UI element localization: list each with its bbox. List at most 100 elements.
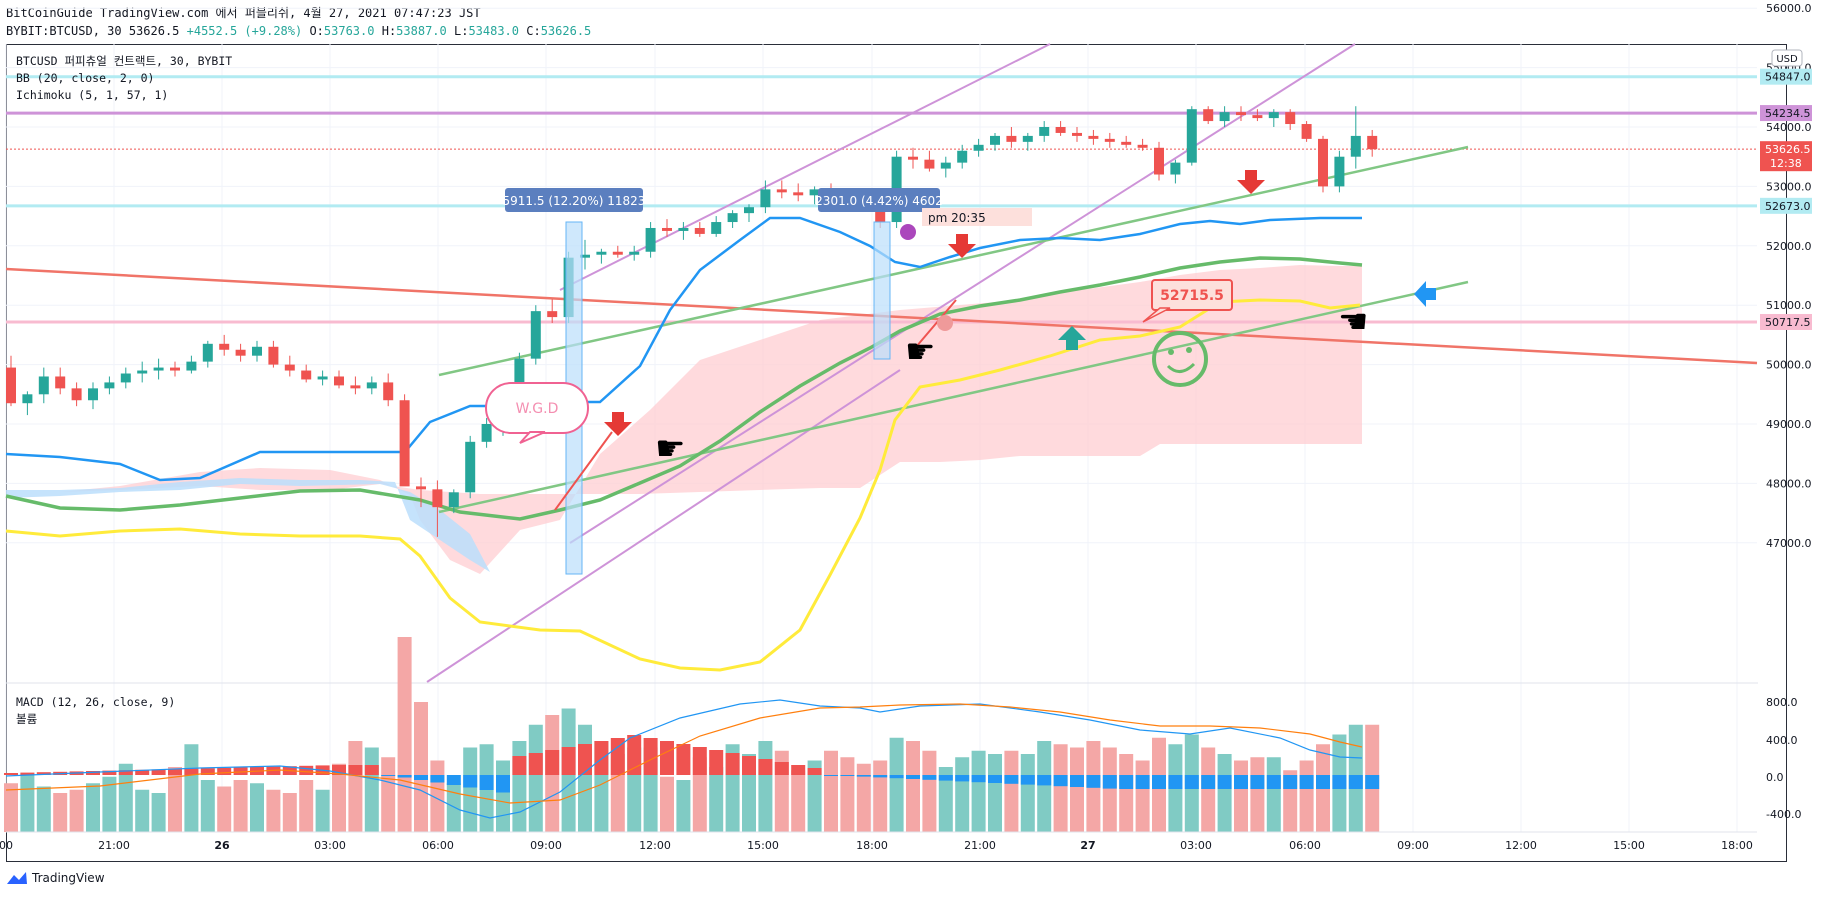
volume-bar	[528, 724, 543, 832]
macd-hist-bar	[1053, 775, 1068, 787]
currency-badge	[1771, 49, 1803, 67]
macd-hist-bar	[463, 775, 478, 788]
candle-body	[1318, 138, 1328, 187]
candle-body	[55, 376, 66, 389]
candle-body	[202, 343, 213, 362]
macd-tick-label: -400.0	[1766, 808, 1801, 821]
time-tick-label: 26	[214, 839, 230, 852]
price-level-label: 54234.5	[1765, 107, 1811, 120]
volume-bar	[348, 741, 363, 832]
time-tick-label: 15:00	[1613, 839, 1645, 852]
volume-bar	[20, 773, 35, 832]
candle-body	[120, 373, 131, 383]
volume-bar	[446, 783, 461, 832]
macd-hist-bar	[364, 765, 379, 775]
volume-bar	[1020, 754, 1035, 832]
macd-hist-bar	[397, 775, 412, 778]
candle-body	[1252, 115, 1263, 119]
macd-hist-bar	[889, 775, 904, 779]
candle-body	[809, 189, 820, 196]
macd-hist-bar	[1365, 775, 1380, 789]
macd-hist-bar	[955, 775, 970, 782]
volume-bar	[512, 741, 527, 832]
volume-bar	[151, 793, 166, 832]
candle-body	[1350, 135, 1361, 157]
macd-hist-bar	[348, 765, 363, 775]
price-level-label: 52673.0	[1765, 200, 1811, 213]
macd-hist-bar	[1102, 775, 1117, 789]
open-value: 53763.0	[323, 24, 375, 38]
macd-hist-bar	[856, 775, 871, 777]
measure-label-1: 5911.5 (12.20%) 11823	[503, 194, 646, 208]
volume-bar	[36, 786, 51, 832]
candle-body	[1268, 112, 1279, 119]
macd-hist-bar	[971, 775, 986, 783]
tradingview-footer[interactable]: TradingView	[6, 868, 105, 888]
macd-hist-bar	[512, 756, 527, 775]
time-tick-label: 09:00	[1397, 839, 1429, 852]
time-tick-label: 06:00	[422, 839, 454, 852]
candle-body	[137, 370, 148, 374]
volume-bar	[1234, 760, 1248, 832]
macd-hist-bar	[118, 770, 133, 775]
candle-body	[317, 376, 328, 380]
time-tick-label: 09:00	[530, 839, 562, 852]
candle-body	[465, 441, 476, 493]
volume-bar	[791, 770, 806, 832]
macd-tick-label: 800.0	[1766, 696, 1798, 709]
macd-hist-bar	[200, 768, 215, 775]
volume-bar	[922, 750, 937, 832]
volume-bar	[4, 783, 18, 832]
volume-bar	[168, 767, 182, 832]
candle-body	[1170, 162, 1181, 175]
candle-body	[1186, 109, 1197, 163]
candle-body	[547, 311, 558, 318]
candle-body	[662, 227, 672, 231]
macd-hist-bar	[496, 775, 510, 793]
macd-hist-bar	[709, 750, 724, 775]
candle-body	[1121, 141, 1132, 145]
macd-hist-bar	[578, 744, 592, 775]
time-tick-label: 27	[1080, 839, 1095, 852]
time-tick-label: 03:00	[314, 839, 346, 852]
price-callout-bg	[1151, 279, 1233, 311]
volume-bar	[1102, 747, 1117, 832]
price-tick-label: 50000.0	[1766, 359, 1812, 372]
macd-hist-bar	[561, 747, 576, 775]
cat-face-icon	[900, 224, 916, 240]
legend-macd: MACD (12, 26, close, 9)	[16, 695, 176, 709]
candle-body	[612, 251, 623, 255]
arrow-down-icon	[604, 412, 632, 436]
candle-body	[678, 227, 689, 231]
candle-body	[268, 346, 279, 365]
macd-hist-bar	[1332, 775, 1347, 789]
arrow-up-right-line	[554, 431, 613, 511]
volume-bar	[332, 763, 346, 832]
candle-body	[580, 254, 590, 258]
volume-bar	[938, 767, 953, 832]
macd-hist-bar	[1004, 775, 1019, 784]
time-note: pm 20:35	[928, 211, 986, 225]
time-note-bg	[922, 208, 1032, 226]
measure-label-2: 2301.0 (4.42%) 4602	[815, 194, 943, 208]
candle-body	[38, 376, 49, 395]
price-tick-label: 53000.0	[1766, 180, 1812, 193]
volume-bar	[1053, 744, 1068, 832]
brand-label: TradingView	[32, 871, 105, 885]
macd-hist-bar	[414, 775, 428, 780]
macd-hist-bar	[184, 768, 199, 775]
candle-body	[694, 227, 705, 234]
candle-body	[1006, 135, 1017, 142]
candle-body	[6, 367, 16, 404]
cat-face-icon	[937, 315, 953, 331]
volume-bar	[135, 789, 150, 832]
macd-hist-bar	[446, 775, 461, 785]
volume-bar	[660, 776, 674, 832]
price-level-label: 50717.5	[1765, 316, 1811, 329]
price-callout-tail	[1142, 307, 1171, 323]
candle-body	[88, 388, 98, 401]
candle-body	[366, 382, 377, 389]
macd-hist-bar	[332, 765, 346, 775]
price-tick-label: 52000.0	[1766, 240, 1812, 253]
